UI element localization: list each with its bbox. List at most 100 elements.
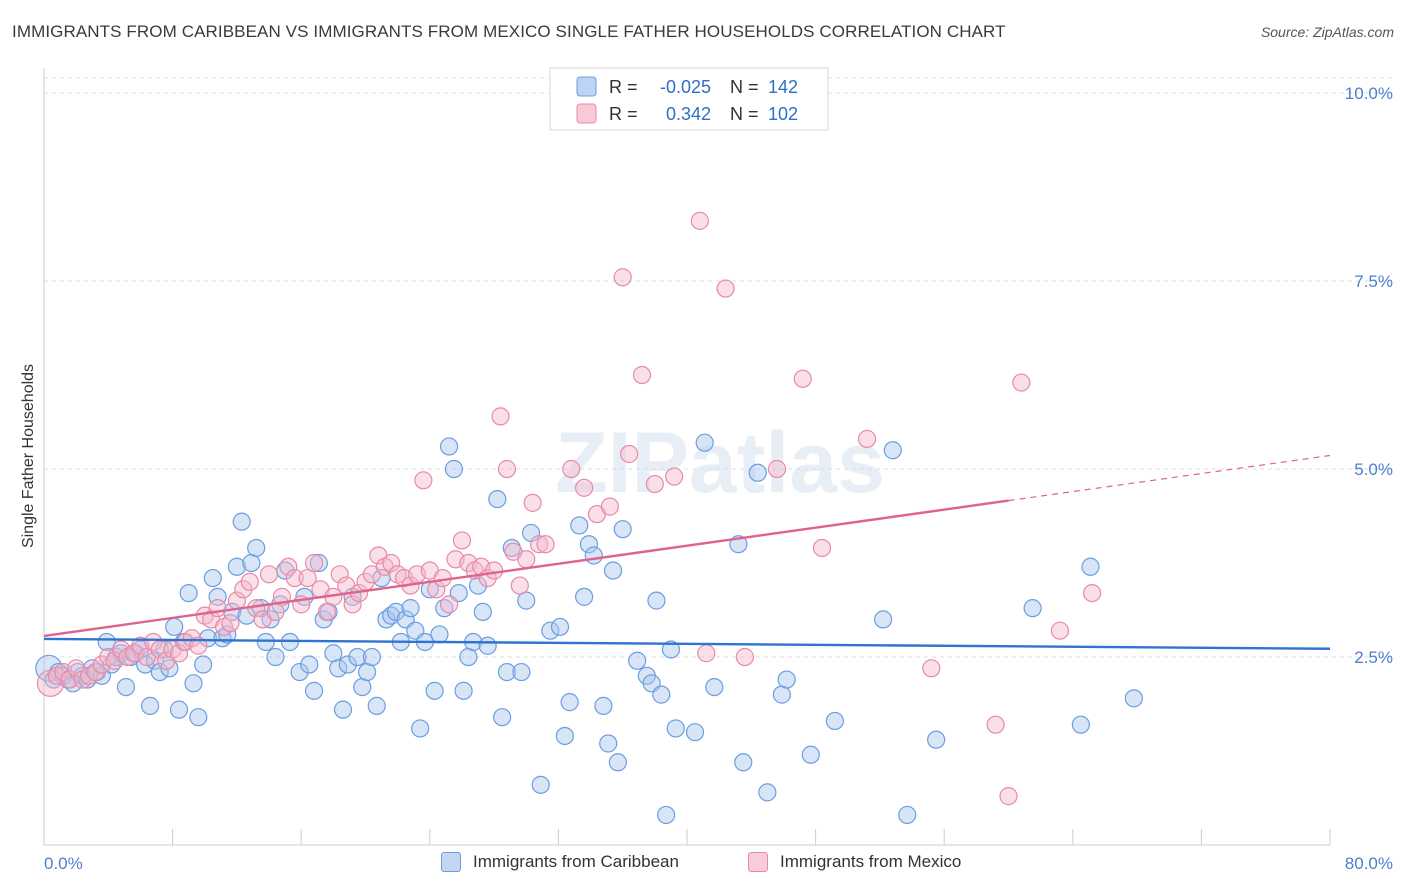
caribbean-point (550, 617, 570, 637)
mexico-point (189, 636, 208, 655)
caribbean-point (883, 441, 902, 460)
mexico-point (330, 565, 349, 584)
mexico-point (697, 644, 716, 663)
caribbean-point (594, 696, 613, 715)
caribbean-point (266, 647, 285, 667)
caribbean-point (401, 599, 420, 618)
mexico-point (60, 670, 79, 689)
x-tick-labels: 0.0% 80.0% (44, 854, 1393, 873)
mexico-point (600, 497, 619, 516)
caribbean-point (97, 632, 116, 652)
bottom-legend: Immigrants from Caribbean Immigrants fro… (0, 852, 1406, 878)
caribbean-point (685, 723, 705, 742)
mexico-point (665, 467, 684, 486)
mexico-point (317, 602, 337, 621)
caribbean-point (242, 553, 261, 573)
legend-label-mexico: Immigrants from Mexico (780, 852, 962, 871)
legend-n-value-caribbean: 142 (768, 77, 798, 97)
caribbean-point (194, 655, 213, 674)
caribbean-point (179, 583, 198, 603)
mexico-point (169, 644, 189, 663)
mexico-point (485, 561, 504, 580)
mexico-point (517, 550, 536, 569)
legend-n-label-mexico: N = (730, 104, 759, 124)
mexico-point (986, 715, 1005, 734)
mexico-point (414, 471, 433, 490)
caribbean-point (362, 647, 382, 667)
caribbean-point (386, 602, 406, 621)
caribbean-point (247, 538, 266, 558)
legend-item-mexico[interactable]: Immigrants from Mexico (748, 852, 961, 872)
mexico-point (240, 572, 259, 591)
legend-swatch-caribbean (576, 76, 597, 97)
watermark: ZIPatlas (555, 415, 885, 511)
legend-r-value-mexico: 0.342 (666, 104, 711, 124)
source-credit: Source: ZipAtlas.com (1260, 24, 1394, 40)
mexico-point (690, 211, 709, 230)
mexico-point (452, 531, 472, 550)
y-tick-label-2: 7.5% (1354, 272, 1393, 291)
caribbean-point (439, 437, 459, 456)
mexico-point (922, 659, 941, 678)
mexico-point (491, 407, 510, 426)
mexico-point (767, 459, 787, 479)
mexico-point (857, 429, 877, 449)
y-tick-label-1: 5.0% (1354, 460, 1393, 479)
mexico-point (1012, 373, 1031, 392)
x-tick-label-max: 80.0% (1345, 854, 1393, 873)
mexico-point (382, 553, 401, 573)
caribbean-point (748, 463, 767, 482)
legend-swatch-mexico-bottom (748, 852, 768, 872)
caribbean-point (898, 805, 917, 825)
mexico-trend-line (43, 499, 1009, 638)
caribbean-point (927, 730, 946, 749)
mexico-point (285, 568, 304, 588)
mexico-point (1082, 583, 1102, 603)
legend-item-caribbean[interactable]: Immigrants from Caribbean (441, 852, 679, 872)
caribbean-point (309, 553, 328, 573)
mexico-point (298, 568, 317, 588)
caribbean-point (430, 625, 449, 644)
caribbean-point (777, 670, 796, 689)
mexico-point (259, 565, 279, 584)
y-tick-label-0: 2.5% (1354, 648, 1393, 667)
y-tick-label-3: 10.0% (1345, 84, 1393, 103)
caribbean-point (329, 659, 348, 678)
caribbean-point (603, 561, 623, 580)
caribbean-point (570, 516, 589, 535)
caribbean-point (227, 557, 246, 576)
mexico-point (523, 493, 542, 512)
caribbean-point (478, 636, 497, 655)
caribbean-point (304, 681, 324, 700)
caribbean-point (353, 677, 372, 697)
caribbean-point (300, 655, 319, 674)
caribbean-point (652, 685, 671, 704)
caribbean-point (608, 753, 627, 772)
stats-legend: R = -0.025 N = 142 R = 0.342 N = 102 (549, 67, 829, 131)
caribbean-point (517, 591, 536, 610)
caribbean-point (541, 621, 560, 640)
caribbean-point (493, 708, 512, 727)
caribbean-point (136, 655, 155, 674)
mexico-point (221, 614, 240, 633)
caribbean-point (560, 693, 579, 712)
mexico-point (632, 365, 652, 385)
legend-r-label-caribbean: R = (609, 77, 638, 97)
caribbean-point (367, 696, 386, 715)
caribbean-point (825, 711, 844, 731)
caribbean-point (705, 677, 724, 697)
caribbean-point (874, 610, 893, 629)
caribbean-point (801, 745, 820, 764)
caribbean-point (333, 700, 353, 719)
caribbean-point (232, 512, 251, 531)
caribbean-point (695, 433, 714, 452)
caribbean-point (647, 591, 666, 610)
caribbean-point (411, 719, 430, 738)
axes (43, 68, 1331, 846)
mexico-point (208, 599, 227, 618)
caribbean-point (348, 647, 367, 667)
legend-label-caribbean: Immigrants from Caribbean (473, 852, 679, 871)
caribbean-point (1023, 599, 1042, 618)
mexico-point (793, 369, 812, 388)
